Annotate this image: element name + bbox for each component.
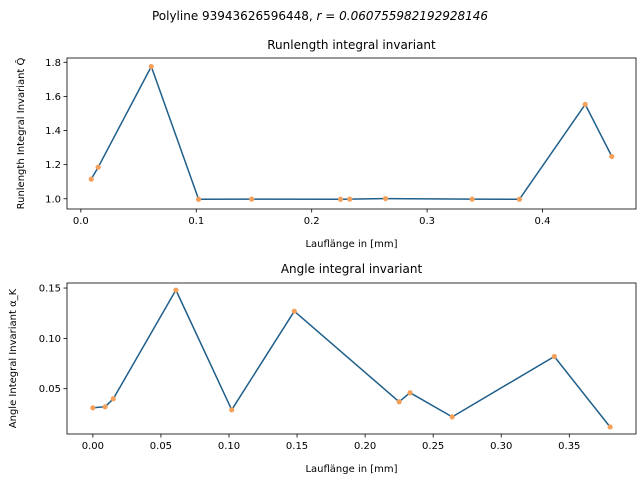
angle-xtick-label: 0.35 [558, 441, 580, 452]
runlength-ytick-label: 1.0 [45, 194, 61, 205]
suptitle-prefix: Polyline 93943626596448, [152, 9, 317, 23]
runlength-data-point [609, 153, 615, 160]
angle-data-point [607, 424, 613, 430]
suptitle-math: r = 0.060755982192928146 [317, 9, 489, 23]
runlength-data-point [347, 196, 353, 202]
runlength-data-point [582, 101, 588, 108]
angle-data-point [396, 399, 402, 405]
runlength-ytick-label: 1.8 [45, 58, 61, 69]
angle-xtick-label: 0.25 [422, 441, 444, 452]
angle-data-point [291, 308, 297, 314]
runlength-x-axis-label: Lauflänge in [mm] [305, 239, 397, 250]
angle-data-point [229, 407, 235, 413]
runlength-xtick-label: 0.1 [188, 216, 204, 227]
angle-chart-title: Angle integral invariant [281, 262, 423, 276]
runlength-ytick-label: 1.6 [45, 92, 61, 103]
angle-data-point [173, 287, 179, 293]
angle-data-point [110, 396, 116, 402]
runlength-data-point [195, 196, 202, 202]
angle-xtick-label: 0.20 [354, 441, 376, 452]
angle-data-point [102, 404, 108, 410]
angle-xtick-label: 0.05 [150, 441, 172, 452]
runlength-data-point [337, 196, 344, 202]
runlength-xtick-label: 0.2 [304, 216, 320, 227]
angle-data-point [407, 390, 413, 396]
angle-series-line [92, 289, 611, 428]
angle-ytick-label: 0.05 [39, 384, 61, 395]
runlength-data-point [516, 196, 523, 202]
runlength-axes-frame [66, 57, 637, 210]
runlength-xtick-label: 0.3 [419, 216, 435, 227]
runlength-series-line [90, 65, 613, 201]
runlength-xtick-label: 0.0 [73, 216, 89, 227]
runlength-data-point [95, 164, 101, 170]
angle-chart-panel: 0.00 0.05 0.10 0.15 0.20 0.25 0.30 0.35 0.05 0.10… [8, 262, 637, 475]
angle-axes-frame [66, 282, 637, 435]
runlength-data-point [249, 196, 255, 202]
runlength-chart-panel: 0.0 0.1 0.2 0.3 0.4 1.0 1.2 1.4 1.6 1.8 Runlength … [14, 38, 637, 250]
angle-xtick-label: 0.10 [218, 441, 240, 452]
angle-y-axis-label: Angle Integral Invariant α_K [8, 288, 19, 428]
runlength-data-point [148, 63, 154, 70]
angle-xtick-label: 0.15 [286, 441, 308, 452]
angle-xtick-label: 0.00 [82, 441, 104, 452]
angle-ytick-label: 0.10 [39, 334, 61, 345]
angle-data-point [449, 414, 455, 420]
angle-x-axis-label: Lauflänge in [mm] [305, 464, 397, 475]
runlength-chart-title: Runlength integral invariant [267, 38, 436, 52]
angle-xtick-label: 0.30 [490, 441, 512, 452]
runlength-y-axis-label: Runlength Integral Invariant Q̂ [14, 57, 27, 209]
angle-ytick-label: 0.15 [39, 284, 61, 295]
runlength-ytick-label: 1.4 [45, 126, 61, 137]
runlength-xtick-label: 0.4 [535, 216, 551, 227]
angle-data-point [90, 405, 96, 411]
runlength-data-point [88, 176, 94, 182]
figure-suptitle: Polyline 93943626596448, r = 0.060755982… [152, 9, 488, 23]
runlength-ytick-label: 1.2 [45, 160, 61, 171]
runlength-data-point [382, 195, 389, 202]
angle-data-point [551, 353, 557, 360]
runlength-data-point [469, 196, 475, 202]
